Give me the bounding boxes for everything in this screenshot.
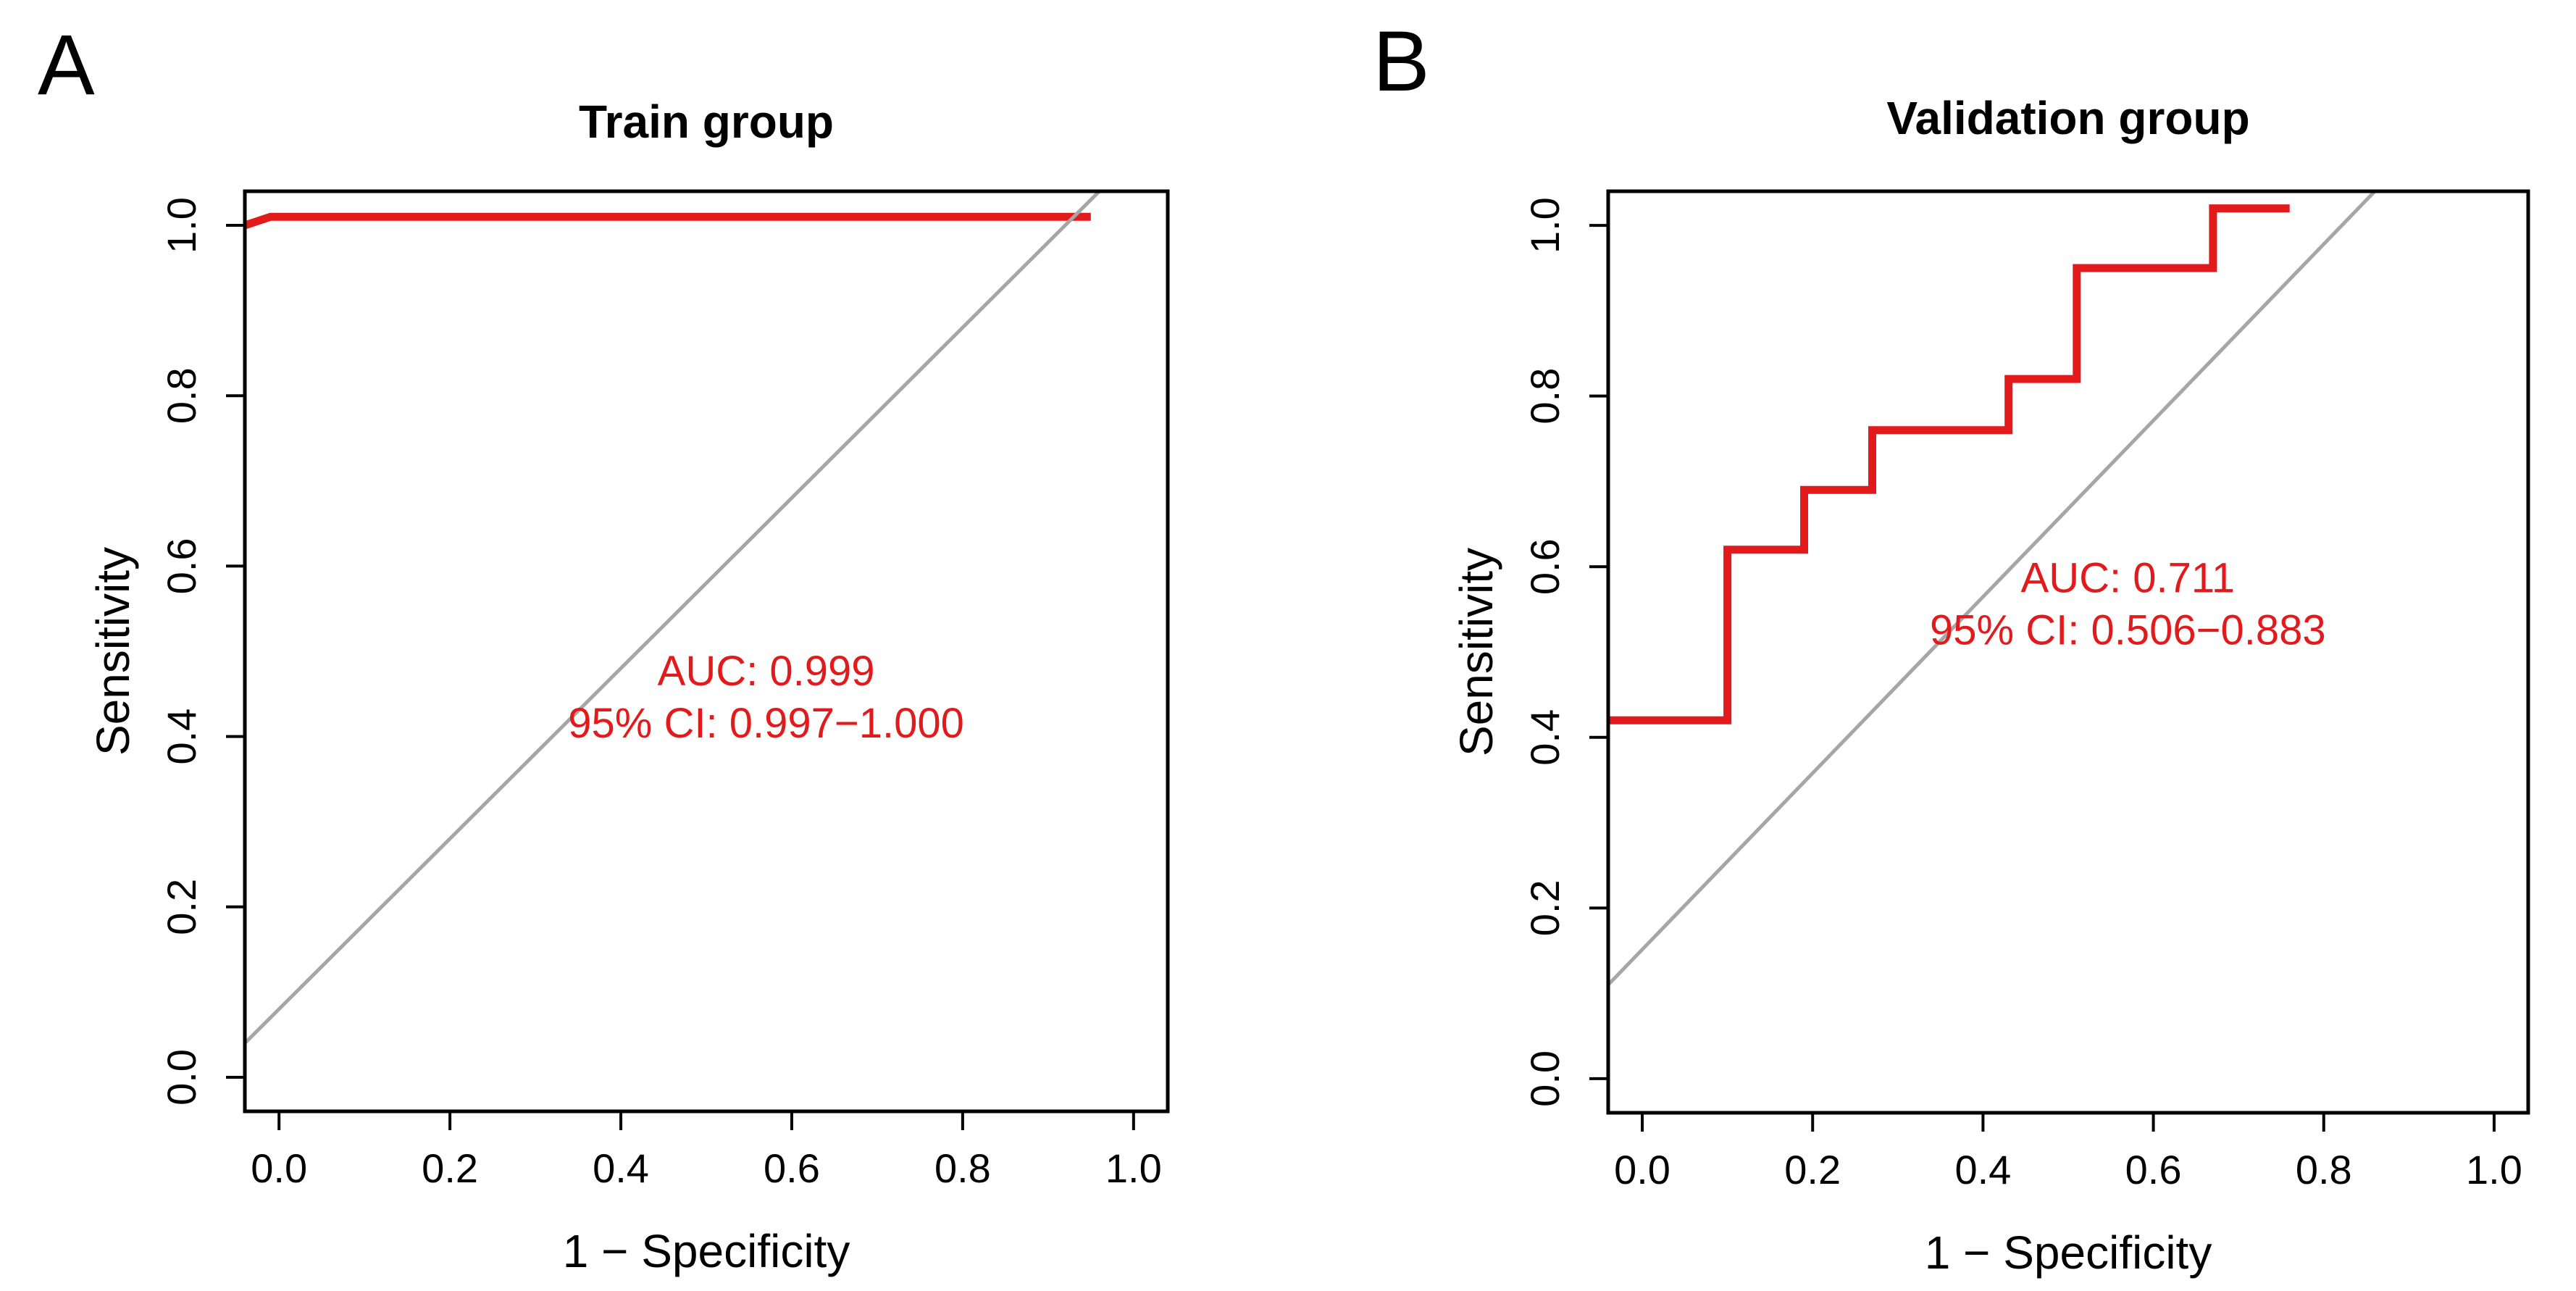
y-axis: 0.0 0.2 0.4 0.6 0.8 1.0 (1522, 197, 1608, 1107)
x-tick-label: 0.6 (764, 1145, 820, 1191)
chart-title: Validation group (1886, 92, 2249, 144)
y-tick-label: 0.2 (159, 879, 204, 935)
reference-diagonal-line (1608, 191, 2377, 987)
x-axis-title: 1 − Specificity (1925, 1227, 2212, 1279)
auc-annotation: AUC: 0.711 (2021, 555, 2236, 602)
y-axis: 0.0 0.2 0.4 0.6 0.8 1.0 (159, 197, 245, 1106)
x-tick-label: 0.4 (593, 1145, 649, 1191)
y-tick-label: 0.6 (1522, 538, 1568, 595)
y-tick-label: 0.2 (1522, 880, 1568, 936)
x-tick-label: 0.8 (2296, 1147, 2352, 1192)
x-tick-label: 0.4 (1954, 1147, 2011, 1192)
panel-letter: B (1373, 14, 1430, 109)
auc-annotation: AUC: 0.999 (658, 648, 875, 695)
x-tick-label: 0.2 (422, 1145, 478, 1191)
x-tick-label: 0.0 (251, 1145, 307, 1191)
panel-letter: A (38, 17, 95, 113)
roc-curve (245, 212, 1091, 230)
x-tick-label: 1.0 (1105, 1145, 1162, 1191)
ci-annotation: 95% CI: 0.506−0.883 (1930, 607, 2326, 654)
x-tick-label: 0.2 (1784, 1147, 1841, 1192)
x-tick-label: 0.0 (1614, 1147, 1670, 1192)
x-axis-title: 1 − Specificity (563, 1225, 850, 1277)
y-tick-label: 0.6 (159, 538, 204, 594)
panel-b-validation-group: B Validation group 0.0 0.2 0.4 0.6 0.8 1.0 1 − S… (1373, 14, 2530, 1279)
plot-area (1608, 191, 2377, 987)
y-tick-label: 0.0 (1522, 1050, 1568, 1107)
plot-area (245, 191, 1101, 1045)
y-tick-label: 0.0 (159, 1049, 204, 1106)
ci-annotation: 95% CI: 0.997−1.000 (568, 700, 964, 747)
y-tick-label: 0.4 (1522, 709, 1568, 766)
x-tick-label: 1.0 (2466, 1147, 2522, 1192)
y-tick-label: 0.8 (159, 367, 204, 424)
y-tick-label: 1.0 (159, 197, 204, 254)
reference-diagonal-line (245, 191, 1101, 1045)
roc-curve (1608, 204, 2290, 724)
x-axis: 0.0 0.2 0.4 0.6 0.8 1.0 (251, 1110, 1162, 1191)
chart-title: Train group (579, 96, 834, 148)
x-axis: 0.0 0.2 0.4 0.6 0.8 1.0 (1614, 1111, 2522, 1192)
y-tick-label: 0.4 (159, 709, 204, 765)
y-axis-title: Sensitivity (1450, 548, 1502, 756)
y-tick-label: 1.0 (1522, 197, 1568, 254)
y-tick-label: 0.8 (1522, 368, 1568, 425)
x-tick-label: 0.8 (934, 1145, 991, 1191)
y-axis-title: Sensitivity (87, 547, 139, 756)
x-tick-label: 0.6 (2125, 1147, 2182, 1192)
panel-a-train-group: A Train group 0.0 0.2 0.4 0.6 0.8 1.0 1 − Specif… (38, 17, 1170, 1277)
